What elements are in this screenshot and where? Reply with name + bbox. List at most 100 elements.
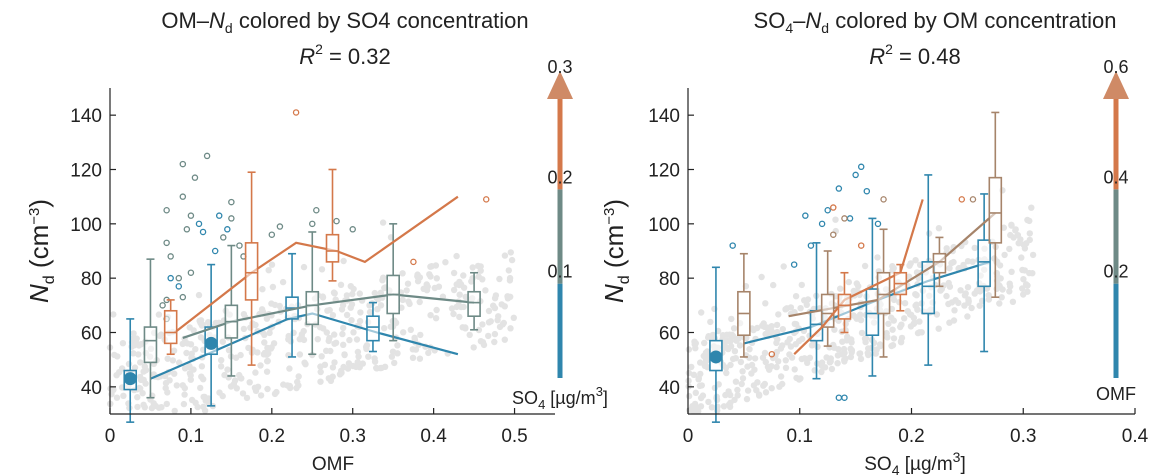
background-point <box>955 299 962 307</box>
background-point <box>750 326 757 334</box>
background-point <box>873 346 880 353</box>
background-point <box>139 390 146 397</box>
background-point <box>832 216 839 223</box>
background-point <box>424 283 431 290</box>
background-point <box>218 357 225 364</box>
y-tick-label: 40 <box>81 378 102 399</box>
background-point <box>192 399 199 406</box>
background-point <box>1009 298 1017 305</box>
x-tick-label: 0 <box>683 426 694 447</box>
background-point <box>842 320 849 328</box>
background-point <box>723 331 730 338</box>
background-point <box>697 403 705 410</box>
left-y-label: Nd (cm−3) <box>24 199 58 303</box>
background-point <box>914 306 921 313</box>
background-point <box>399 270 406 277</box>
left-r2: R2 = 0.32 <box>299 41 390 69</box>
background-point <box>888 342 895 350</box>
background-point <box>294 378 301 386</box>
outlier-point <box>863 187 871 195</box>
background-point <box>450 286 458 294</box>
colorbar-segment <box>1113 283 1119 378</box>
background-point <box>964 313 971 320</box>
background-point <box>732 378 740 385</box>
y-tick-label: 120 <box>648 161 680 182</box>
background-point <box>485 332 492 340</box>
background-point <box>768 385 775 392</box>
background-point <box>1020 276 1027 283</box>
background-point <box>130 330 137 337</box>
background-point <box>976 288 984 295</box>
outlier-point <box>830 231 837 238</box>
background-point <box>180 400 188 408</box>
background-point <box>340 324 347 332</box>
background-point <box>708 404 716 411</box>
background-point <box>286 384 294 392</box>
background-point <box>998 294 1005 301</box>
box <box>837 293 852 320</box>
x-tick-label: 0.3 <box>340 426 366 447</box>
background-point <box>685 392 693 400</box>
background-point <box>897 339 905 346</box>
left-background-scatter <box>106 219 517 415</box>
background-point <box>231 377 239 384</box>
background-point <box>1028 204 1035 211</box>
background-point <box>331 340 338 347</box>
background-point <box>748 361 756 369</box>
background-point <box>192 346 199 353</box>
outlier-point <box>220 234 227 241</box>
background-point <box>751 355 759 362</box>
background-point <box>276 302 283 310</box>
background-point <box>782 357 789 364</box>
y-tick-label: 140 <box>648 106 680 127</box>
background-point <box>762 300 769 307</box>
background-point <box>782 364 790 371</box>
background-point <box>727 391 734 399</box>
background-point <box>417 331 424 339</box>
background-point <box>795 376 803 383</box>
outlier-point <box>167 253 174 260</box>
left-series-marks <box>123 109 490 423</box>
background-point <box>837 285 844 292</box>
colorbar-arrow <box>547 71 573 99</box>
background-point <box>692 345 699 352</box>
background-point <box>770 281 777 289</box>
background-point <box>161 372 169 380</box>
background-point <box>896 299 903 306</box>
background-point <box>905 273 913 280</box>
trend-line <box>174 195 459 334</box>
background-point <box>264 357 271 365</box>
background-point <box>317 368 324 376</box>
background-point <box>237 374 244 382</box>
background-point <box>950 258 957 266</box>
background-point <box>779 326 786 333</box>
background-point <box>773 348 780 356</box>
background-point <box>300 263 308 271</box>
background-point <box>890 335 898 342</box>
background-point <box>176 359 183 366</box>
background-point <box>357 309 364 316</box>
background-point <box>847 345 854 352</box>
background-point <box>506 274 514 282</box>
background-point <box>181 391 188 398</box>
background-point <box>261 349 269 357</box>
outlier-point <box>179 293 187 301</box>
background-point <box>821 364 829 371</box>
background-point <box>491 330 499 338</box>
outlier-point <box>802 212 809 219</box>
outlier-point <box>228 215 235 222</box>
background-point <box>182 339 189 346</box>
background-point <box>743 334 750 342</box>
mean-dot <box>204 336 218 350</box>
background-point <box>834 352 842 359</box>
background-point <box>1000 224 1007 231</box>
background-point <box>725 345 732 353</box>
background-point <box>695 408 702 415</box>
background-point <box>365 353 372 360</box>
left-x-ticks: 0 0.1 0.2 0.3 0.4 0.5 <box>105 408 528 447</box>
background-point <box>1017 236 1024 243</box>
y-tick-label: 100 <box>70 215 102 236</box>
background-point <box>696 382 704 389</box>
background-point <box>804 296 812 303</box>
background-point <box>460 303 467 311</box>
